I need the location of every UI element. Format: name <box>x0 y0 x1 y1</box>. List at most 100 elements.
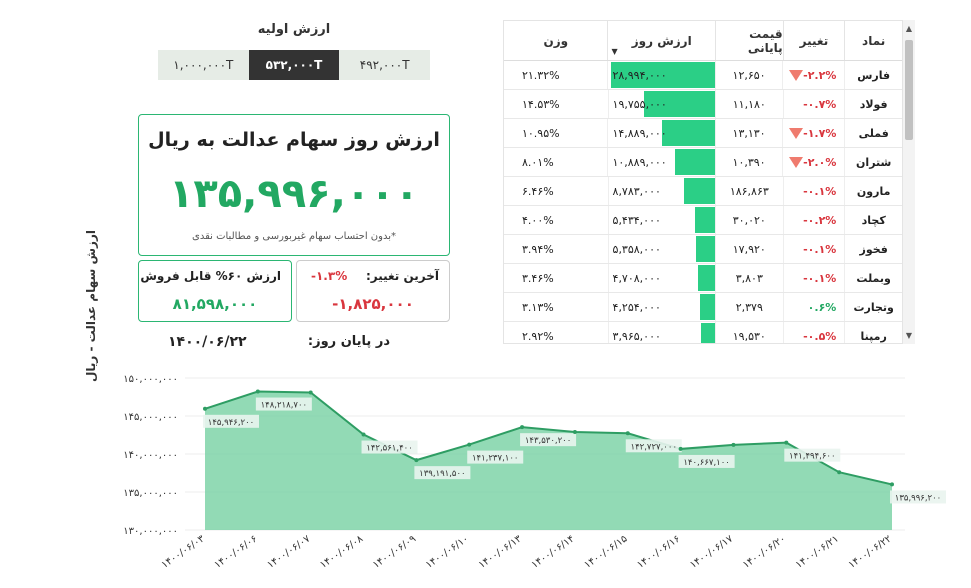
last-change-amount: -۱,۸۲۵,۰۰۰ <box>332 295 414 313</box>
cell-daily-value: ۴,۲۵۴,۰۰۰ <box>607 293 715 321</box>
header-weight[interactable]: وزن <box>543 33 569 48</box>
header-close-price[interactable]: قیمت پایانی <box>714 21 783 60</box>
initial-value-option-492k[interactable]: ۴۹۲,۰۰۰T <box>339 50 431 80</box>
data-label: ۱۴۳,۵۳۰,۲۰۰ <box>525 436 572 446</box>
value-bar <box>610 62 715 88</box>
cell-change: -۰.۱% <box>782 177 845 205</box>
cell-daily-value: ۱۰,۸۸۹,۰۰۰ <box>607 148 715 176</box>
x-tick-label: ۱۴۰۰/۰۶/۱۵ <box>582 533 629 571</box>
cell-close-price: ۱۰,۳۹۰ <box>714 148 783 176</box>
daily-value-title: ارزش روز سهام عدالت به ریال <box>148 129 440 151</box>
table-row[interactable]: فخوز -۰.۱% ۱۷,۹۲۰ ۵,۳۵۸,۰۰۰ ۳.۹۴% <box>504 235 902 264</box>
cell-weight: ۴.۰۰% <box>522 213 554 227</box>
cell-daily-value-text: ۵,۳۵۸,۰۰۰ <box>612 242 661 256</box>
header-change[interactable]: تغییر <box>782 21 845 60</box>
cell-symbol[interactable]: فملی <box>844 119 902 147</box>
cell-change-value: -۱.۷% <box>803 126 837 140</box>
cell-daily-value: ۱۹,۷۵۵,۰۰۰ <box>607 90 715 118</box>
series-line <box>204 390 893 486</box>
table-row[interactable]: مارون -۰.۱% ۱۸۶,۸۶۳ ۸,۷۸۳,۰۰۰ ۶.۴۶% <box>504 177 902 206</box>
data-label: ۱۴۱,۴۹۴,۶۰۰ <box>789 452 836 462</box>
last-change-label: آخرین تغییر: <box>365 269 439 283</box>
down-triangle-icon <box>789 156 804 168</box>
cell-daily-value: ۱۴,۸۸۹,۰۰۰ <box>607 119 715 147</box>
cell-change: ۰.۶% <box>782 293 845 321</box>
data-label-bg <box>467 450 524 464</box>
chart-svg: ۱۳۰,۰۰۰,۰۰۰ ۱۳۵,۰۰۰,۰۰۰ ۱۴۰,۰۰۰,۰۰۰ ۱۴۵,۰۰۰… <box>123 374 946 571</box>
value-bar <box>700 323 715 343</box>
x-tick-label: ۱۴۰۰/۰۶/۰۹ <box>371 533 418 571</box>
data-label: ۱۴۲,۵۶۱,۴۰۰ <box>366 444 413 454</box>
cell-symbol[interactable]: وتجارت <box>844 293 902 321</box>
table-row[interactable]: شتران -۲.۰% ۱۰,۳۹۰ ۱۰,۸۸۹,۰۰۰ ۸.۰۱% <box>504 148 902 177</box>
cell-change-value: -۰.۷% <box>803 97 837 111</box>
cell-change: -۰.۱% <box>782 235 845 263</box>
data-point <box>837 470 842 475</box>
x-tick-label: ۱۴۰۰/۰۶/۱۷ <box>688 533 736 571</box>
cell-daily-value-text: ۱۰,۸۸۹,۰۰۰ <box>612 155 667 169</box>
cell-daily-value-text: ۴,۷۰۸,۰۰۰ <box>612 271 661 285</box>
cell-change: -۰.۱% <box>782 264 845 292</box>
cell-weight: ۶.۴۶% <box>522 184 554 198</box>
cell-symbol[interactable]: مارون <box>844 177 902 205</box>
table-row[interactable]: وبملت -۰.۱% ۳,۸۰۳ ۴,۷۰۸,۰۰۰ ۳.۴۶% <box>504 264 902 293</box>
data-point <box>255 389 260 394</box>
table-row[interactable]: وتجارت ۰.۶% ۲,۳۷۹ ۴,۲۵۴,۰۰۰ ۳.۱۳% <box>504 293 902 322</box>
table-row[interactable]: فولاد -۰.۷% ۱۱,۱۸۰ ۱۹,۷۵۵,۰۰۰ ۱۴.۵۳% <box>504 90 902 119</box>
table-row[interactable]: کچاد -۰.۲% ۳۰,۰۲۰ ۵,۴۳۴,۰۰۰ ۴.۰۰% <box>504 206 902 235</box>
value-history-chart: ارزش سهام عدالت - ریال ۱۳۰,۰۰۰,۰۰۰ ۱۳۵,۰۰… <box>0 230 971 588</box>
data-label: ۱۴۲,۷۲۷,۰۰۰ <box>631 442 678 452</box>
cell-daily-value-text: ۱۴,۸۸۹,۰۰۰ <box>612 126 667 140</box>
cell-symbol[interactable]: فخوز <box>844 235 902 263</box>
cell-symbol[interactable]: فولاد <box>844 90 902 118</box>
table-row[interactable]: فملی -۱.۷% ۱۳,۱۳۰ ۱۴,۸۸۹,۰۰۰ ۱۰.۹۵% <box>504 119 902 148</box>
data-point <box>467 442 472 447</box>
table-header: نماد تغییر قیمت پایانی ارزش روز ▼ وزن <box>504 21 902 61</box>
cell-symbol[interactable]: وبملت <box>844 264 902 292</box>
cell-daily-value-text: ۳,۹۶۵,۰۰۰ <box>612 329 661 343</box>
table-scrollbar[interactable]: ▲ ▼ <box>903 20 915 344</box>
cell-daily-value: ۴,۷۰۸,۰۰۰ <box>607 264 715 292</box>
cell-close-price: ۱۹,۵۳۰ <box>714 322 783 343</box>
scroll-down-icon[interactable]: ▼ <box>905 331 913 340</box>
cell-symbol[interactable]: رمپنا <box>844 322 902 343</box>
x-tick-label: ۱۴۰۰/۰۶/۰۶ <box>213 533 260 571</box>
data-point <box>678 446 683 451</box>
initial-value-selector[interactable]: ۱,۰۰۰,۰۰۰T ۵۳۲,۰۰۰T ۴۹۲,۰۰۰T <box>158 50 431 80</box>
header-daily-value[interactable]: ارزش روز ▼ <box>607 21 714 60</box>
table-row[interactable]: رمپنا -۰.۵% ۱۹,۵۳۰ ۳,۹۶۵,۰۰۰ ۲.۹۲% <box>504 322 902 343</box>
initial-value-title: ارزش اولیه <box>257 22 331 37</box>
data-point <box>361 432 366 437</box>
cell-symbol[interactable]: کچاد <box>844 206 902 234</box>
holdings-table: نماد تغییر قیمت پایانی ارزش روز ▼ وزن فا… <box>503 20 903 344</box>
y-tick-label: ۱۳۰,۰۰۰,۰۰۰ <box>123 526 178 537</box>
header-symbol[interactable]: نماد <box>844 21 902 60</box>
sellable-value-label: ارزش ۶۰% قابل فروش <box>140 269 281 283</box>
cell-change: -۲.۰% <box>782 148 844 176</box>
value-bar <box>694 207 715 233</box>
data-label-bg <box>625 439 682 453</box>
y-tick-label: ۱۴۰,۰۰۰,۰۰۰ <box>123 450 178 461</box>
data-label-bg <box>520 433 577 447</box>
area-fill <box>205 391 892 530</box>
table-row[interactable]: فارس -۲.۲% ۱۲,۶۵۰ ۲۸,۹۹۴,۰۰۰ ۲۱.۳۲% <box>504 61 902 90</box>
value-bar <box>683 178 715 204</box>
scroll-up-icon[interactable]: ▲ <box>905 24 913 33</box>
cell-daily-value-text: ۲۸,۹۹۴,۰۰۰ <box>612 68 667 82</box>
data-label: ۱۴۰,۶۶۷,۱۰۰ <box>683 458 730 468</box>
initial-value-option-532k[interactable]: ۵۳۲,۰۰۰T <box>248 50 340 80</box>
data-point <box>784 440 789 445</box>
cell-change-value: -۰.۱% <box>803 271 837 285</box>
cell-change: -۰.۵% <box>782 322 845 343</box>
initial-value-option-1m[interactable]: ۱,۰۰۰,۰۰۰T <box>158 50 249 80</box>
cell-symbol[interactable]: فارس <box>844 61 902 89</box>
scrollbar-thumb[interactable] <box>905 40 913 140</box>
data-label-bg <box>255 397 312 411</box>
cell-daily-value-text: ۵,۴۳۴,۰۰۰ <box>612 213 661 227</box>
data-label: ۱۴۸,۲۱۸,۷۰۰ <box>261 401 308 411</box>
cell-change-value: -۰.۱% <box>803 184 837 198</box>
sellable-value-card: ارزش ۶۰% قابل فروش ۸۱,۵۹۸,۰۰۰ <box>138 260 292 322</box>
data-point <box>520 425 525 430</box>
cell-symbol[interactable]: شتران <box>844 148 902 176</box>
cell-weight: ۲۱.۳۲% <box>521 68 560 82</box>
